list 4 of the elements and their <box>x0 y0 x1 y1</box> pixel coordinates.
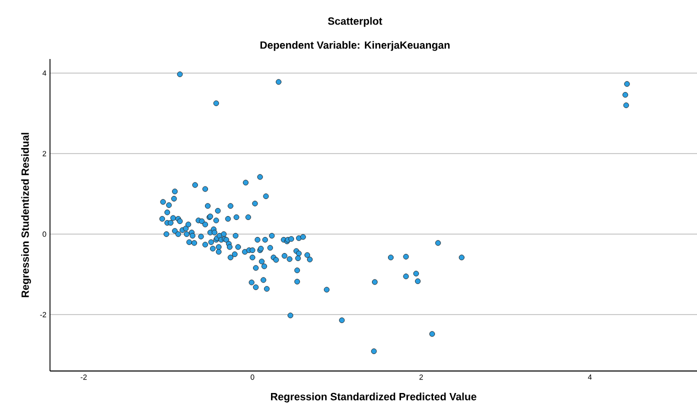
chart-title: Scatterplot <box>328 17 382 27</box>
chart-subtitle: Dependent Variable: KinerjaKeuangan <box>260 41 450 51</box>
x-axis-title: Regression Standardized Predicted Value <box>271 392 476 402</box>
y-axis-title: Regression Studentized Residual <box>21 132 31 298</box>
